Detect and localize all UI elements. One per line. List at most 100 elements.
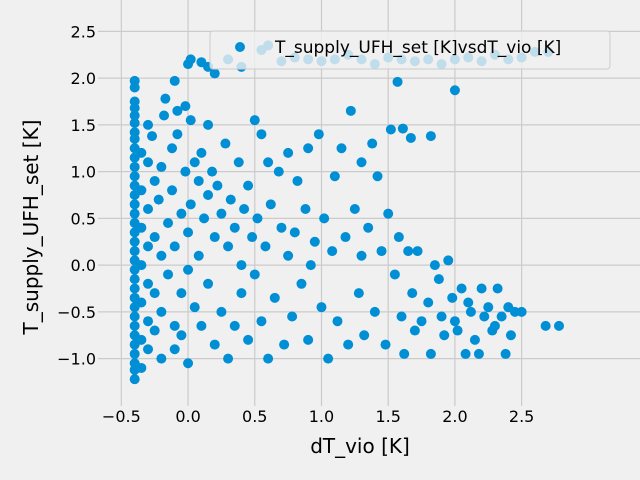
x-axis-label: dT_vio [K] [310,434,410,458]
data-point [209,339,220,350]
legend-label: T_supply_UFH_set [K]vsdT_vio [K] [274,38,561,58]
data-point [185,54,196,65]
data-point [147,131,158,142]
data-point [452,325,463,336]
data-point [129,283,140,294]
data-point [129,348,140,359]
data-point [223,241,234,252]
data-point [180,166,191,177]
x-tick-labels: −0.5 0.0 0.5 1.0 1.5 2.0 2.5 [102,407,534,426]
data-point [263,157,274,168]
data-point [136,147,147,158]
data-point [309,236,320,247]
x-tick-label: 0.5 [242,407,267,426]
data-point [376,246,387,257]
x-tick-label: 2.5 [509,407,534,426]
data-point [425,131,436,142]
data-point [229,320,240,331]
data-point [129,110,140,121]
data-point [176,288,187,299]
y-tick-label: 2.5 [71,22,96,41]
data-point [363,222,374,233]
data-point [343,339,354,350]
data-point [263,353,274,364]
data-point [336,143,347,154]
data-point [136,297,147,308]
data-point [143,278,154,289]
data-point [329,171,340,182]
data-point [149,325,160,336]
data-point [505,330,516,341]
data-point [469,334,480,345]
data-point [483,302,494,313]
data-point [129,82,140,93]
data-point [323,353,334,364]
data-point [283,147,294,158]
y-tick-label: −0.5 [57,303,96,322]
data-point [169,344,180,355]
data-point [129,374,140,385]
data-point [349,204,360,214]
data-point [256,129,267,140]
data-point [143,316,154,327]
data-point [212,180,223,191]
data-point [143,204,154,214]
data-point [153,194,164,205]
data-point [167,185,178,196]
data-point [449,85,460,96]
data-point [540,320,551,331]
data-point [129,199,140,210]
data-point [439,330,450,341]
data-point [216,306,227,317]
data-point [416,316,427,327]
data-point [129,311,140,322]
data-point [399,348,410,359]
data-point [129,274,140,285]
data-point [143,119,154,130]
data-point [412,246,423,257]
data-point [372,171,383,182]
data-point [136,260,147,271]
data-point [229,222,240,233]
data-point [269,292,280,303]
data-point [356,157,367,168]
data-point [436,311,447,322]
data-point [156,353,167,364]
data-point [129,208,140,219]
data-point [129,103,140,114]
data-point [296,278,307,289]
data-point [397,123,408,134]
data-point [433,274,444,285]
x-tick-label: 1.5 [375,407,400,426]
data-point [356,250,367,261]
data-point [276,222,287,233]
data-point [463,297,474,308]
data-point [405,132,416,143]
data-point [167,143,178,154]
y-tick-label: 0.0 [71,256,96,275]
data-point [189,302,200,313]
data-point [460,348,471,359]
data-point [247,232,258,243]
data-point [183,227,194,238]
data-point [183,264,194,275]
data-point [169,75,180,86]
data-point [220,138,231,149]
data-point [129,171,140,182]
data-point [136,222,147,233]
data-point [476,283,487,294]
data-point [149,232,160,243]
data-point [159,110,170,121]
data-point [233,157,244,168]
data-point [303,334,314,345]
data-point [313,129,324,140]
data-point [129,320,140,331]
data-point [292,175,303,186]
data-point [207,166,218,177]
data-point [332,316,343,327]
data-point [236,288,247,299]
y-axis-label: T_supply_UFH_set [K] [19,120,43,336]
legend-box [209,30,611,70]
